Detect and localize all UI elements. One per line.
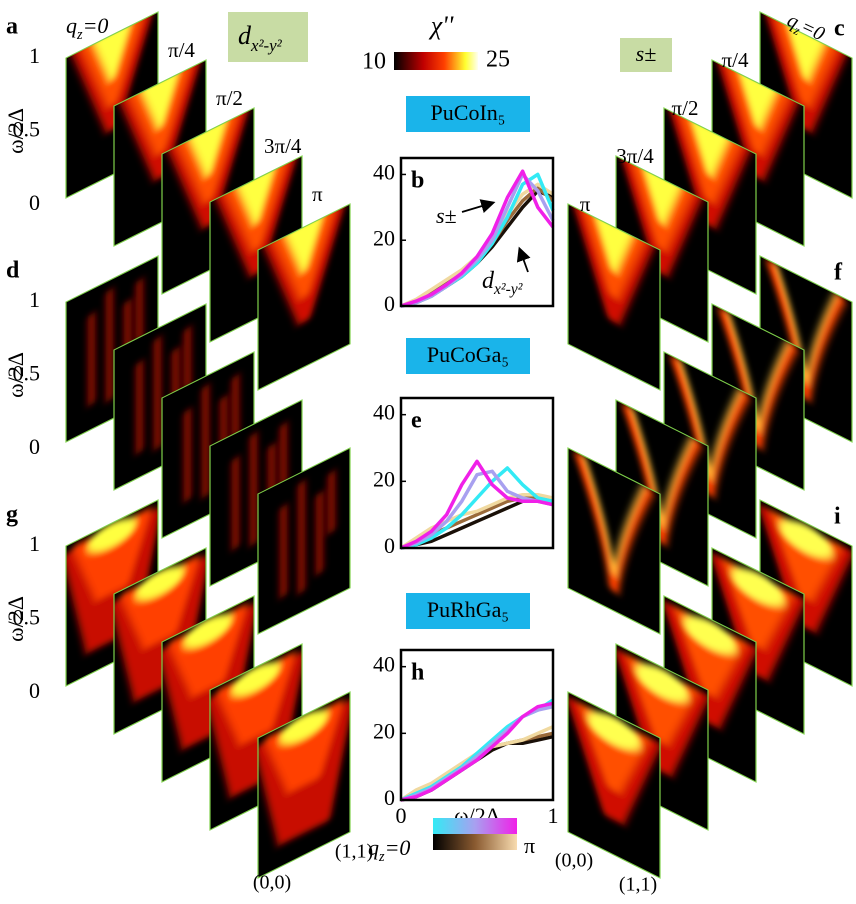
label-box-text-part: d [238,21,252,50]
intensity-blob [280,505,287,599]
panel-label: g [6,502,18,528]
intensity-blob [106,289,113,403]
y-tick-label: 20 [373,225,395,250]
legend-label-part: =0 [385,835,411,860]
panel-label: b [411,168,424,194]
y-tick-label: 0 [384,291,395,316]
label-box-text: s± [636,41,657,66]
colorbar-tick: 10 [362,49,386,75]
intensity-blob [328,471,335,535]
panel-label: f [834,260,843,286]
annotation-arrow [462,203,492,212]
corner-label: (0,0) [555,850,593,872]
annotation-arrow [520,250,528,272]
chart-title: PuCoIn₅ [431,100,506,125]
axis-label: ω/2Δ [3,352,28,398]
panel-label: a [6,14,18,40]
qz-label: π/4 [722,48,749,72]
panel-label: e [411,408,422,434]
axis-tick-label: 1 [29,43,40,68]
y-tick-label: 40 [373,159,395,184]
legend-label-part: q [368,835,379,860]
legend-swatch [433,818,517,834]
qz-label: 3π/4 [264,134,302,158]
y-tick-label: 0 [384,785,395,810]
panel-label: i [834,504,841,530]
qz-label-part: =0 [83,13,109,38]
axis-tick-label: 0 [29,434,40,459]
intensity-blob [154,337,161,451]
y-tick-label: 20 [373,466,395,491]
chart-title: PuCoGa₅ [427,342,509,367]
intensity-blob [250,433,257,547]
legend-swatch [433,834,517,850]
figure: a10.50ω/2Δqz=0π/4π/23π/4πd10.50ω/2Δg10.5… [0,0,856,904]
annotation: s± [436,203,457,228]
label-box-text-part: s± [636,41,657,66]
qz-label-part: q [66,13,77,38]
intensity-blob [316,492,323,576]
intensity-blob [232,375,239,439]
intensity-blob [88,313,95,407]
legend-label: qz=0 [368,835,410,865]
axis-label: ω/2Δ [3,108,28,154]
intensity-blob [184,327,191,391]
label-box-text-part: x²-y² [250,36,283,55]
series-line [401,188,553,306]
qz-label: π [580,192,591,216]
legend-label: π [524,833,535,858]
axis-label: ω/2Δ [3,596,28,642]
y-tick-label: 40 [373,652,395,677]
qz-label: π/2 [216,86,243,110]
corner-label: (0,0) [253,872,291,894]
qz-label: π [312,182,323,206]
annotation: dx²-y² [482,268,523,299]
intensity-blob [202,385,209,499]
qz-label: 3π/4 [616,144,654,168]
axis-tick-label: 1 [29,531,40,556]
intensity-blob [184,409,191,503]
annotation-part: x²-y² [493,281,523,298]
intensity-blob [136,361,143,455]
panel-label: d [6,258,20,284]
x-tick-label: 0 [396,803,407,828]
annotation-part: s± [436,203,457,228]
axis-tick-label: 0 [29,190,40,215]
axis-tick-label: 0 [29,678,40,703]
qz-label: π/4 [168,38,195,62]
intensity-blob [136,279,143,343]
intensity-blob [280,423,287,487]
series-line [401,184,553,306]
colorbar [394,52,478,70]
corner-label: (1,1) [619,874,657,896]
y-tick-label: 40 [373,400,395,425]
colorbar-tick: 25 [486,47,510,73]
intensity-blob [298,481,305,595]
x-tick-label: 1 [548,803,559,828]
y-tick-label: 20 [373,718,395,743]
qz-label: qz=0 [66,13,108,43]
panel-label: h [411,660,424,686]
qz-label: π/2 [672,96,699,120]
intensity-blob [232,457,239,551]
axis-tick-label: 1 [29,287,40,312]
colorbar-label: χ'' [428,11,454,40]
y-tick-label: 0 [384,533,395,558]
chart-title: PuRhGa₅ [427,597,509,622]
panel-label: c [834,16,845,42]
heatmap-stacks: a10.50ω/2Δqz=0π/4π/23π/4πd10.50ω/2Δg10.5… [3,7,854,896]
